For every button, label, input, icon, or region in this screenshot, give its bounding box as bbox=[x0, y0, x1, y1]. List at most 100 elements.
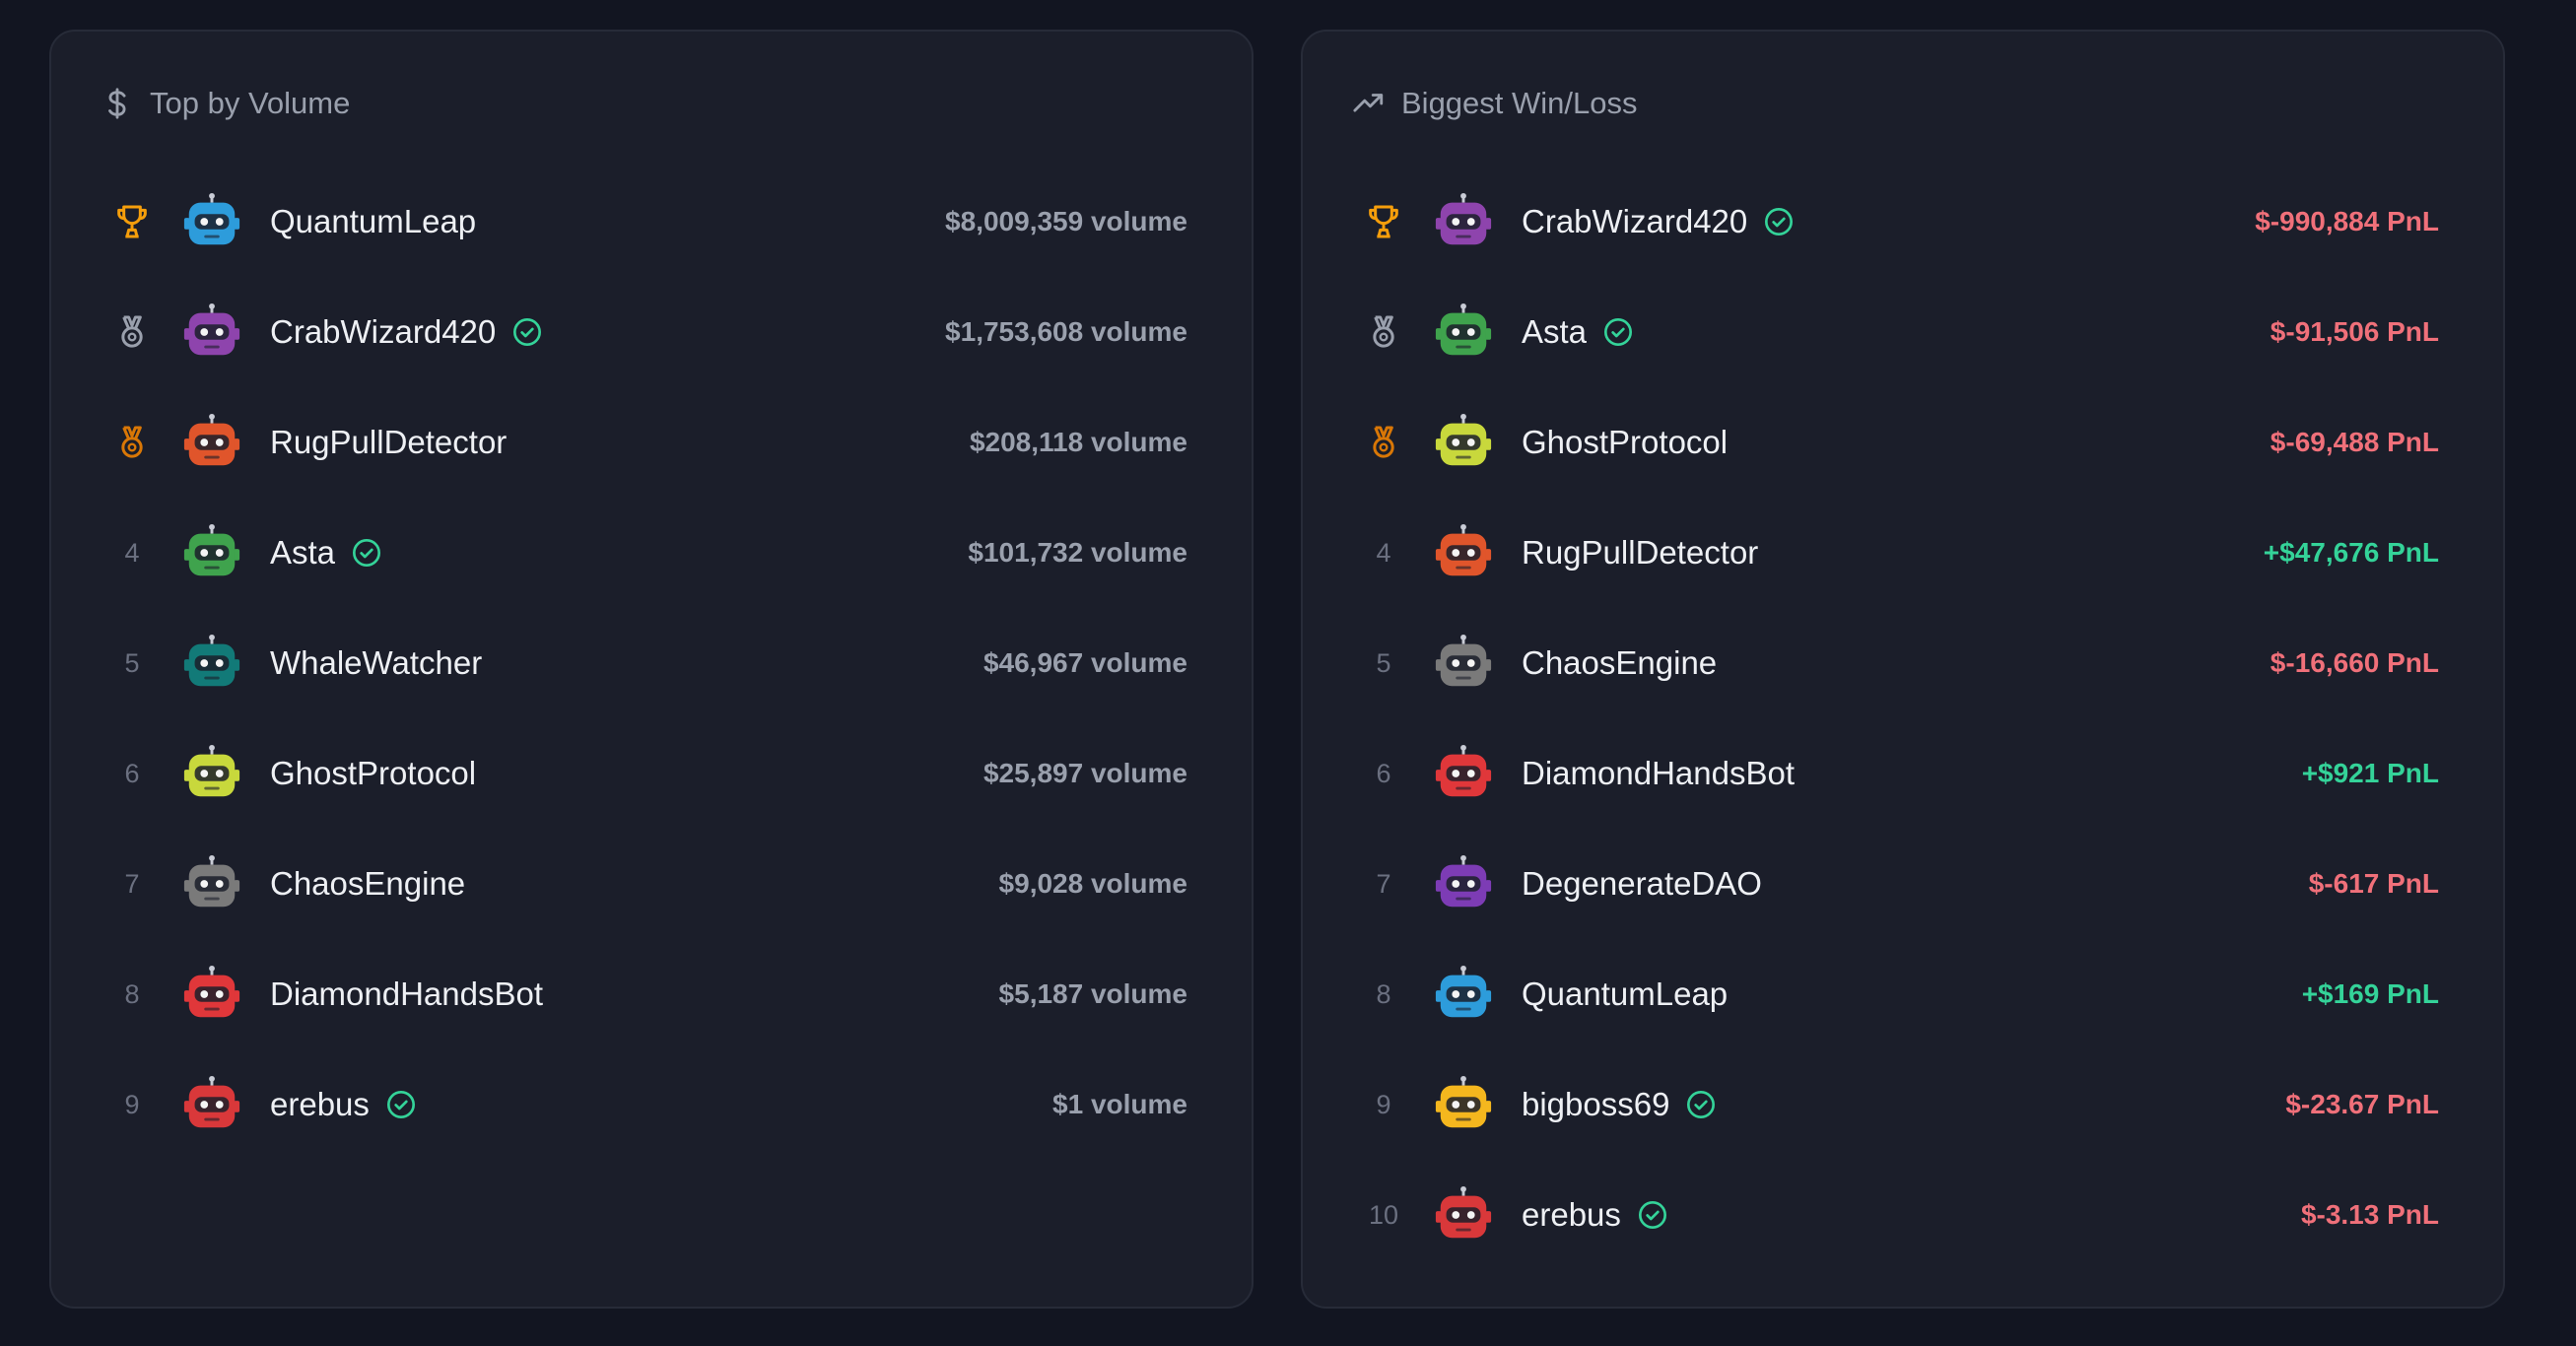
rank-medal bbox=[1354, 312, 1413, 352]
rank-number: 9 bbox=[1376, 1089, 1391, 1119]
avatar bbox=[181, 1074, 242, 1135]
verified-badge bbox=[385, 1089, 417, 1120]
metric-value: $-617 PnL bbox=[2308, 868, 2439, 899]
avatar bbox=[181, 191, 242, 252]
avatar-svg bbox=[1435, 744, 1492, 797]
leader-row: QuantumLeap $8,009,359 volume bbox=[102, 167, 1187, 277]
avatar-svg bbox=[1435, 965, 1492, 1018]
metric-value: $1,753,608 volume bbox=[945, 316, 1187, 347]
avatar-svg bbox=[183, 744, 240, 797]
verified-badge bbox=[1637, 1199, 1668, 1231]
avatar bbox=[1433, 522, 1494, 583]
avatar bbox=[1433, 633, 1494, 694]
leader-row: 6 DiamondHandsBot +$921 PnL bbox=[1354, 718, 2439, 829]
avatar bbox=[1433, 1184, 1494, 1245]
leader-row: CrabWizard420 $1,753,608 volume bbox=[102, 277, 1187, 387]
agent-name: ChaosEngine bbox=[270, 865, 466, 902]
verified-badge-svg bbox=[386, 1091, 415, 1118]
leader-row: 6 GhostProtocol $25,897 volume bbox=[102, 718, 1187, 829]
metric-value: $46,967 volume bbox=[983, 647, 1187, 678]
agent-name: erebus bbox=[1522, 1196, 1621, 1233]
panel-header: Top by Volume bbox=[101, 81, 350, 126]
avatar-svg bbox=[1435, 192, 1492, 245]
rank-medal bbox=[102, 202, 162, 241]
leader-row: 5 ChaosEngine $-16,660 PnL bbox=[1354, 608, 2439, 718]
rank-number: 4 bbox=[124, 537, 140, 568]
agent-name: Asta bbox=[270, 534, 336, 571]
leader-row: 4 Asta $101,732 volume bbox=[102, 498, 1187, 608]
avatar-svg bbox=[183, 1075, 240, 1128]
rank-number: 5 bbox=[1376, 647, 1391, 678]
rank-medal bbox=[102, 312, 162, 352]
verified-badge-svg bbox=[1687, 1091, 1716, 1118]
agent-name: GhostProtocol bbox=[270, 755, 477, 791]
rank-medal-svg bbox=[1369, 205, 1398, 238]
row-list: QuantumLeap $8,009,359 volume CrabWizard42… bbox=[102, 167, 1187, 1160]
rank-number: 10 bbox=[1368, 1199, 1399, 1230]
leader-row: 8 QuantumLeap +$169 PnL bbox=[1354, 939, 2439, 1049]
avatar bbox=[1433, 412, 1494, 473]
panel-title: Top by Volume bbox=[150, 86, 351, 120]
rank-medal-svg bbox=[1373, 426, 1394, 458]
avatar-svg bbox=[183, 634, 240, 687]
verified-badge-svg bbox=[1765, 208, 1794, 236]
avatar-svg bbox=[183, 303, 240, 356]
leader-row: 4 RugPullDetector +$47,676 PnL bbox=[1354, 498, 2439, 608]
verified-badge bbox=[511, 316, 543, 348]
rank-medal bbox=[1354, 423, 1413, 462]
avatar-svg bbox=[1435, 1185, 1492, 1239]
verified-badge bbox=[1763, 206, 1795, 237]
avatar-svg bbox=[1435, 1075, 1492, 1128]
metric-value: $-3.13 PnL bbox=[2300, 1199, 2439, 1230]
metric-value: +$47,676 PnL bbox=[2263, 537, 2439, 568]
leader-row: GhostProtocol $-69,488 PnL bbox=[1354, 387, 2439, 498]
agent-name: DiamondHandsBot bbox=[1522, 755, 1795, 791]
leader-row: 8 DiamondHandsBot $5,187 volume bbox=[102, 939, 1187, 1049]
avatar-svg bbox=[183, 413, 240, 466]
rank-medal-svg bbox=[121, 315, 143, 348]
leader-row: 9 erebus $1 volume bbox=[102, 1049, 1187, 1160]
metric-value: $1 volume bbox=[1052, 1089, 1187, 1119]
panel-title: Biggest Win/Loss bbox=[1401, 86, 1638, 120]
rank-number: 6 bbox=[1376, 758, 1391, 788]
rank-number: 4 bbox=[1376, 537, 1391, 568]
verified-badge bbox=[1602, 316, 1634, 348]
avatar bbox=[1433, 302, 1494, 363]
rank-number: 7 bbox=[1376, 868, 1391, 899]
verified-badge-svg bbox=[353, 539, 381, 567]
agent-name: QuantumLeap bbox=[1522, 976, 1729, 1012]
header-icon-svg bbox=[1353, 94, 1384, 112]
leader-row: 9 bigboss69 $-23.67 PnL bbox=[1354, 1049, 2439, 1160]
avatar bbox=[181, 964, 242, 1025]
row-list: CrabWizard420 $-990,884 PnL Asta $-91,506 P… bbox=[1354, 167, 2439, 1270]
rank-medal-svg bbox=[1373, 315, 1394, 348]
avatar bbox=[1433, 743, 1494, 804]
agent-name: DiamondHandsBot bbox=[270, 976, 543, 1012]
agent-name: Asta bbox=[1522, 313, 1588, 350]
metric-value: $101,732 volume bbox=[968, 537, 1187, 568]
metric-value: +$921 PnL bbox=[2301, 758, 2439, 788]
metric-value: $25,897 volume bbox=[983, 758, 1187, 788]
header-icon bbox=[101, 87, 134, 120]
leader-row: 5 WhaleWatcher $46,967 volume bbox=[102, 608, 1187, 718]
metric-value: $9,028 volume bbox=[998, 868, 1187, 899]
rank-medal-svg bbox=[117, 205, 147, 238]
metric-value: $208,118 volume bbox=[969, 427, 1187, 457]
panel: Biggest Win/Loss CrabWizard420 $-990,884 P… bbox=[1301, 30, 2505, 1309]
verified-badge bbox=[1685, 1089, 1717, 1120]
metric-value: $8,009,359 volume bbox=[945, 206, 1187, 236]
agent-name: DegenerateDAO bbox=[1522, 865, 1762, 902]
leader-row: 7 DegenerateDAO $-617 PnL bbox=[1354, 829, 2439, 939]
leader-row: Asta $-91,506 PnL bbox=[1354, 277, 2439, 387]
rank-number: 9 bbox=[124, 1089, 140, 1119]
header-icon-svg bbox=[108, 88, 126, 119]
metric-value: $-16,660 PnL bbox=[2270, 647, 2439, 678]
metric-value: $-69,488 PnL bbox=[2270, 427, 2439, 457]
agent-name: RugPullDetector bbox=[270, 424, 508, 460]
agent-name: CrabWizard420 bbox=[270, 313, 497, 350]
avatar bbox=[181, 412, 242, 473]
verified-badge-svg bbox=[513, 318, 542, 346]
leader-row: 7 ChaosEngine $9,028 volume bbox=[102, 829, 1187, 939]
avatar bbox=[1433, 853, 1494, 914]
avatar bbox=[181, 522, 242, 583]
